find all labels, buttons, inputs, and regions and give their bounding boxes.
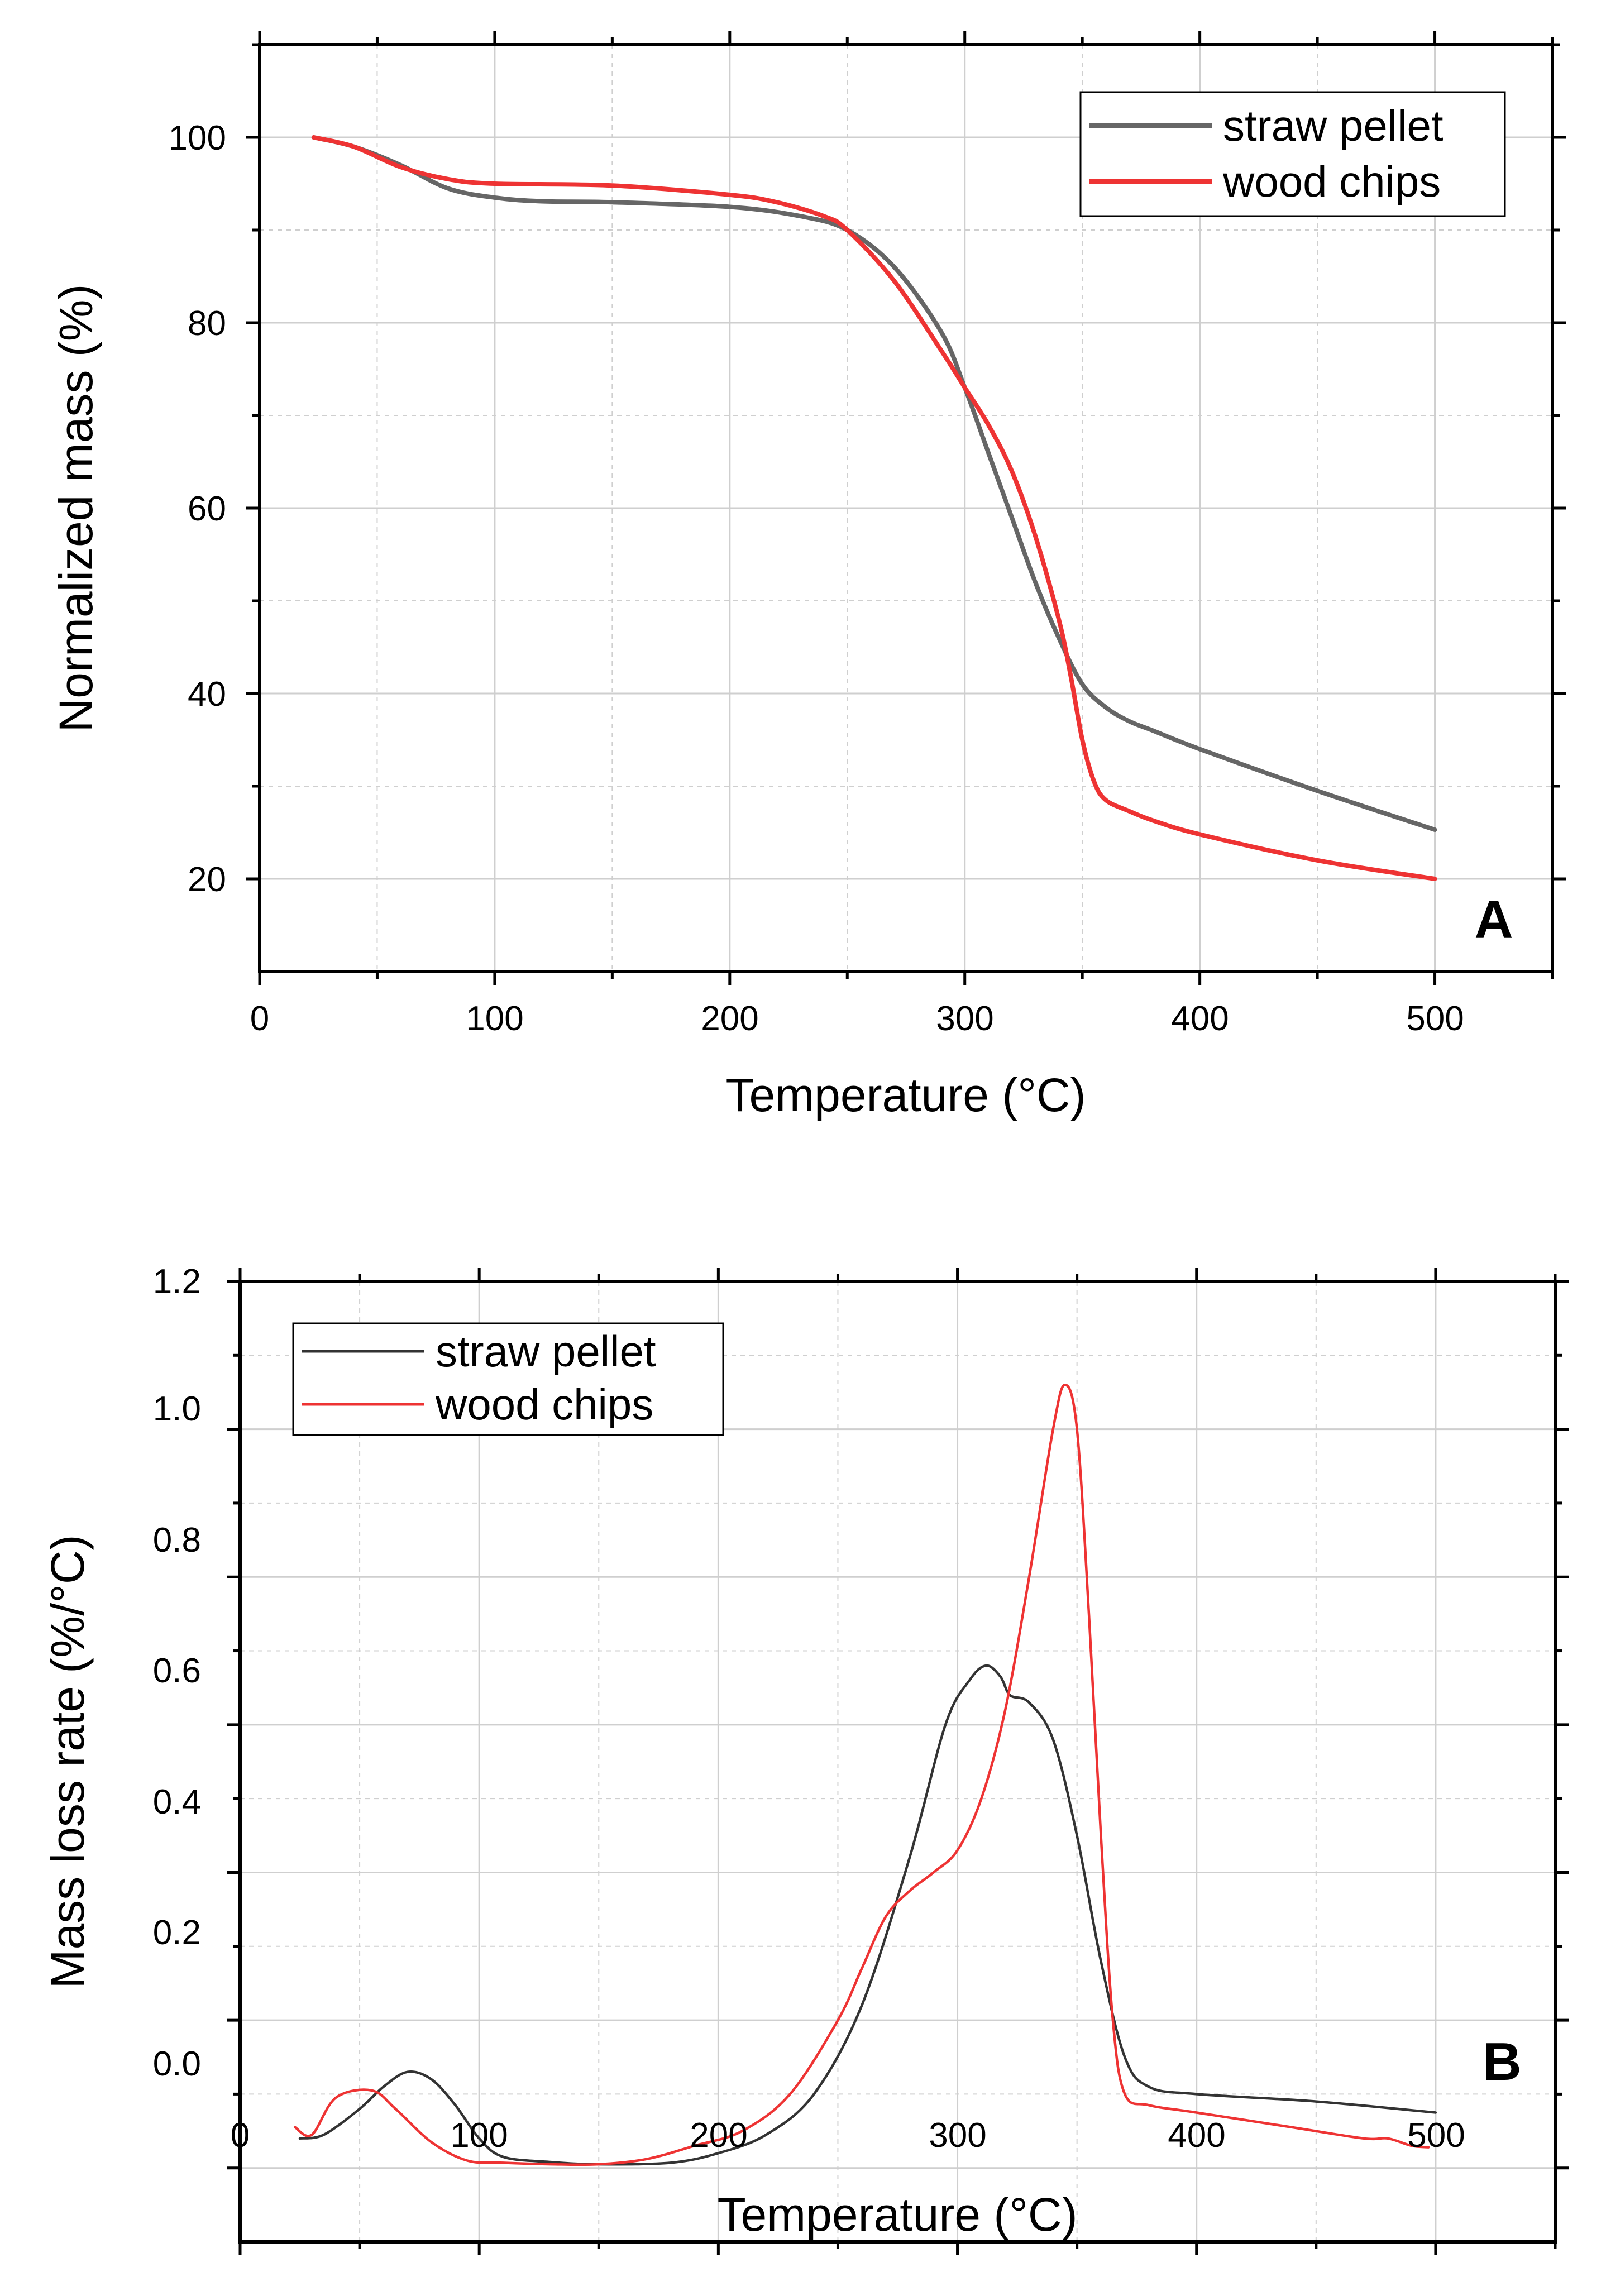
legend-label-wood-chips: wood chips [1222, 157, 1441, 206]
legend-label-straw-pellet: straw pellet [1223, 101, 1444, 150]
panel-b-x-axis-title: Temperature (°C) [717, 2188, 1077, 2241]
x-tick-label: 400 [1168, 2116, 1225, 2155]
legend-label-wood-chips: wood chips [435, 1380, 653, 1429]
y-tick-label: 0.0 [153, 2045, 201, 2083]
panel-b-frame [238, 1280, 1557, 2244]
series-line-wood-chips [311, 135, 1437, 881]
y-tick-label: 0.2 [153, 1914, 201, 1952]
panel-b: 0 100 200 300 400 500 0.0 0.2 0.4 0.6 0.… [41, 1262, 1569, 2255]
panel-a-grid [260, 45, 1552, 972]
y-tick-label: 1.0 [153, 1390, 201, 1428]
panel-a-letter: A [1474, 890, 1513, 950]
x-tick-label: 200 [701, 999, 758, 1038]
legend-box [1079, 91, 1506, 217]
panel-b-y-axis-title: Mass loss rate (%/°C) [41, 1534, 94, 1988]
y-tick-label: 80 [188, 304, 226, 343]
x-tick-label: 100 [450, 2116, 508, 2155]
x-tick-label: 300 [936, 999, 993, 1038]
panel-b-x-tick-labels: 0 100 200 300 400 500 [231, 2116, 1465, 2155]
panel-a-lines [311, 135, 1437, 881]
x-tick-label: 500 [1406, 999, 1464, 1038]
panel-a-x-axis-title: Temperature (°C) [725, 1069, 1086, 1121]
legend-box [292, 1322, 724, 1436]
x-tick-label: 200 [690, 2116, 747, 2155]
legend-label-straw-pellet: straw pellet [436, 1327, 656, 1376]
y-tick-label: 1.2 [153, 1262, 201, 1301]
y-tick-label: 20 [188, 860, 226, 899]
panel-a-y-axis-title: Normalized mass (%) [50, 284, 102, 733]
y-tick-label: 100 [169, 119, 226, 157]
x-tick-label: 300 [929, 2116, 986, 2155]
x-tick-label: 0 [250, 999, 269, 1038]
y-tick-label: 0.6 [153, 1652, 201, 1690]
x-tick-label: 500 [1407, 2116, 1465, 2155]
panel-a-ticks [246, 31, 1566, 985]
x-tick-label: 100 [466, 999, 523, 1038]
panel-b-y-tick-labels: 0.0 0.2 0.4 0.6 0.8 1.0 1.2 [153, 1262, 201, 2083]
x-tick-label: 0 [231, 2116, 250, 2155]
panel-b-grid [240, 1281, 1555, 2242]
panel-a: 0 100 200 300 400 500 20 40 60 80 100 Te… [50, 31, 1566, 1121]
y-tick-label: 0.8 [153, 1521, 201, 1560]
series-line-wood-chips [294, 1383, 1430, 2166]
panel-b-plot-area [240, 1281, 1555, 2242]
panel-a-y-tick-labels: 20 40 60 80 100 [169, 119, 226, 899]
y-tick-label: 60 [188, 490, 226, 528]
panel-b-legend: straw pellet wood chips [292, 1322, 724, 1436]
panel-b-lines [294, 1383, 1437, 2166]
y-tick-label: 0.4 [153, 1783, 201, 1821]
panel-b-letter: B [1483, 2032, 1521, 2092]
panel-a-legend: straw pellet wood chips [1079, 91, 1506, 217]
y-tick-label: 40 [188, 675, 226, 714]
x-tick-label: 400 [1171, 999, 1229, 1038]
series-line-straw-pellet [311, 135, 1437, 832]
panel-b-ticks [227, 1268, 1569, 2255]
series-line-straw-pellet [298, 1664, 1437, 2166]
panel-a-x-tick-labels: 0 100 200 300 400 500 [250, 999, 1464, 1038]
